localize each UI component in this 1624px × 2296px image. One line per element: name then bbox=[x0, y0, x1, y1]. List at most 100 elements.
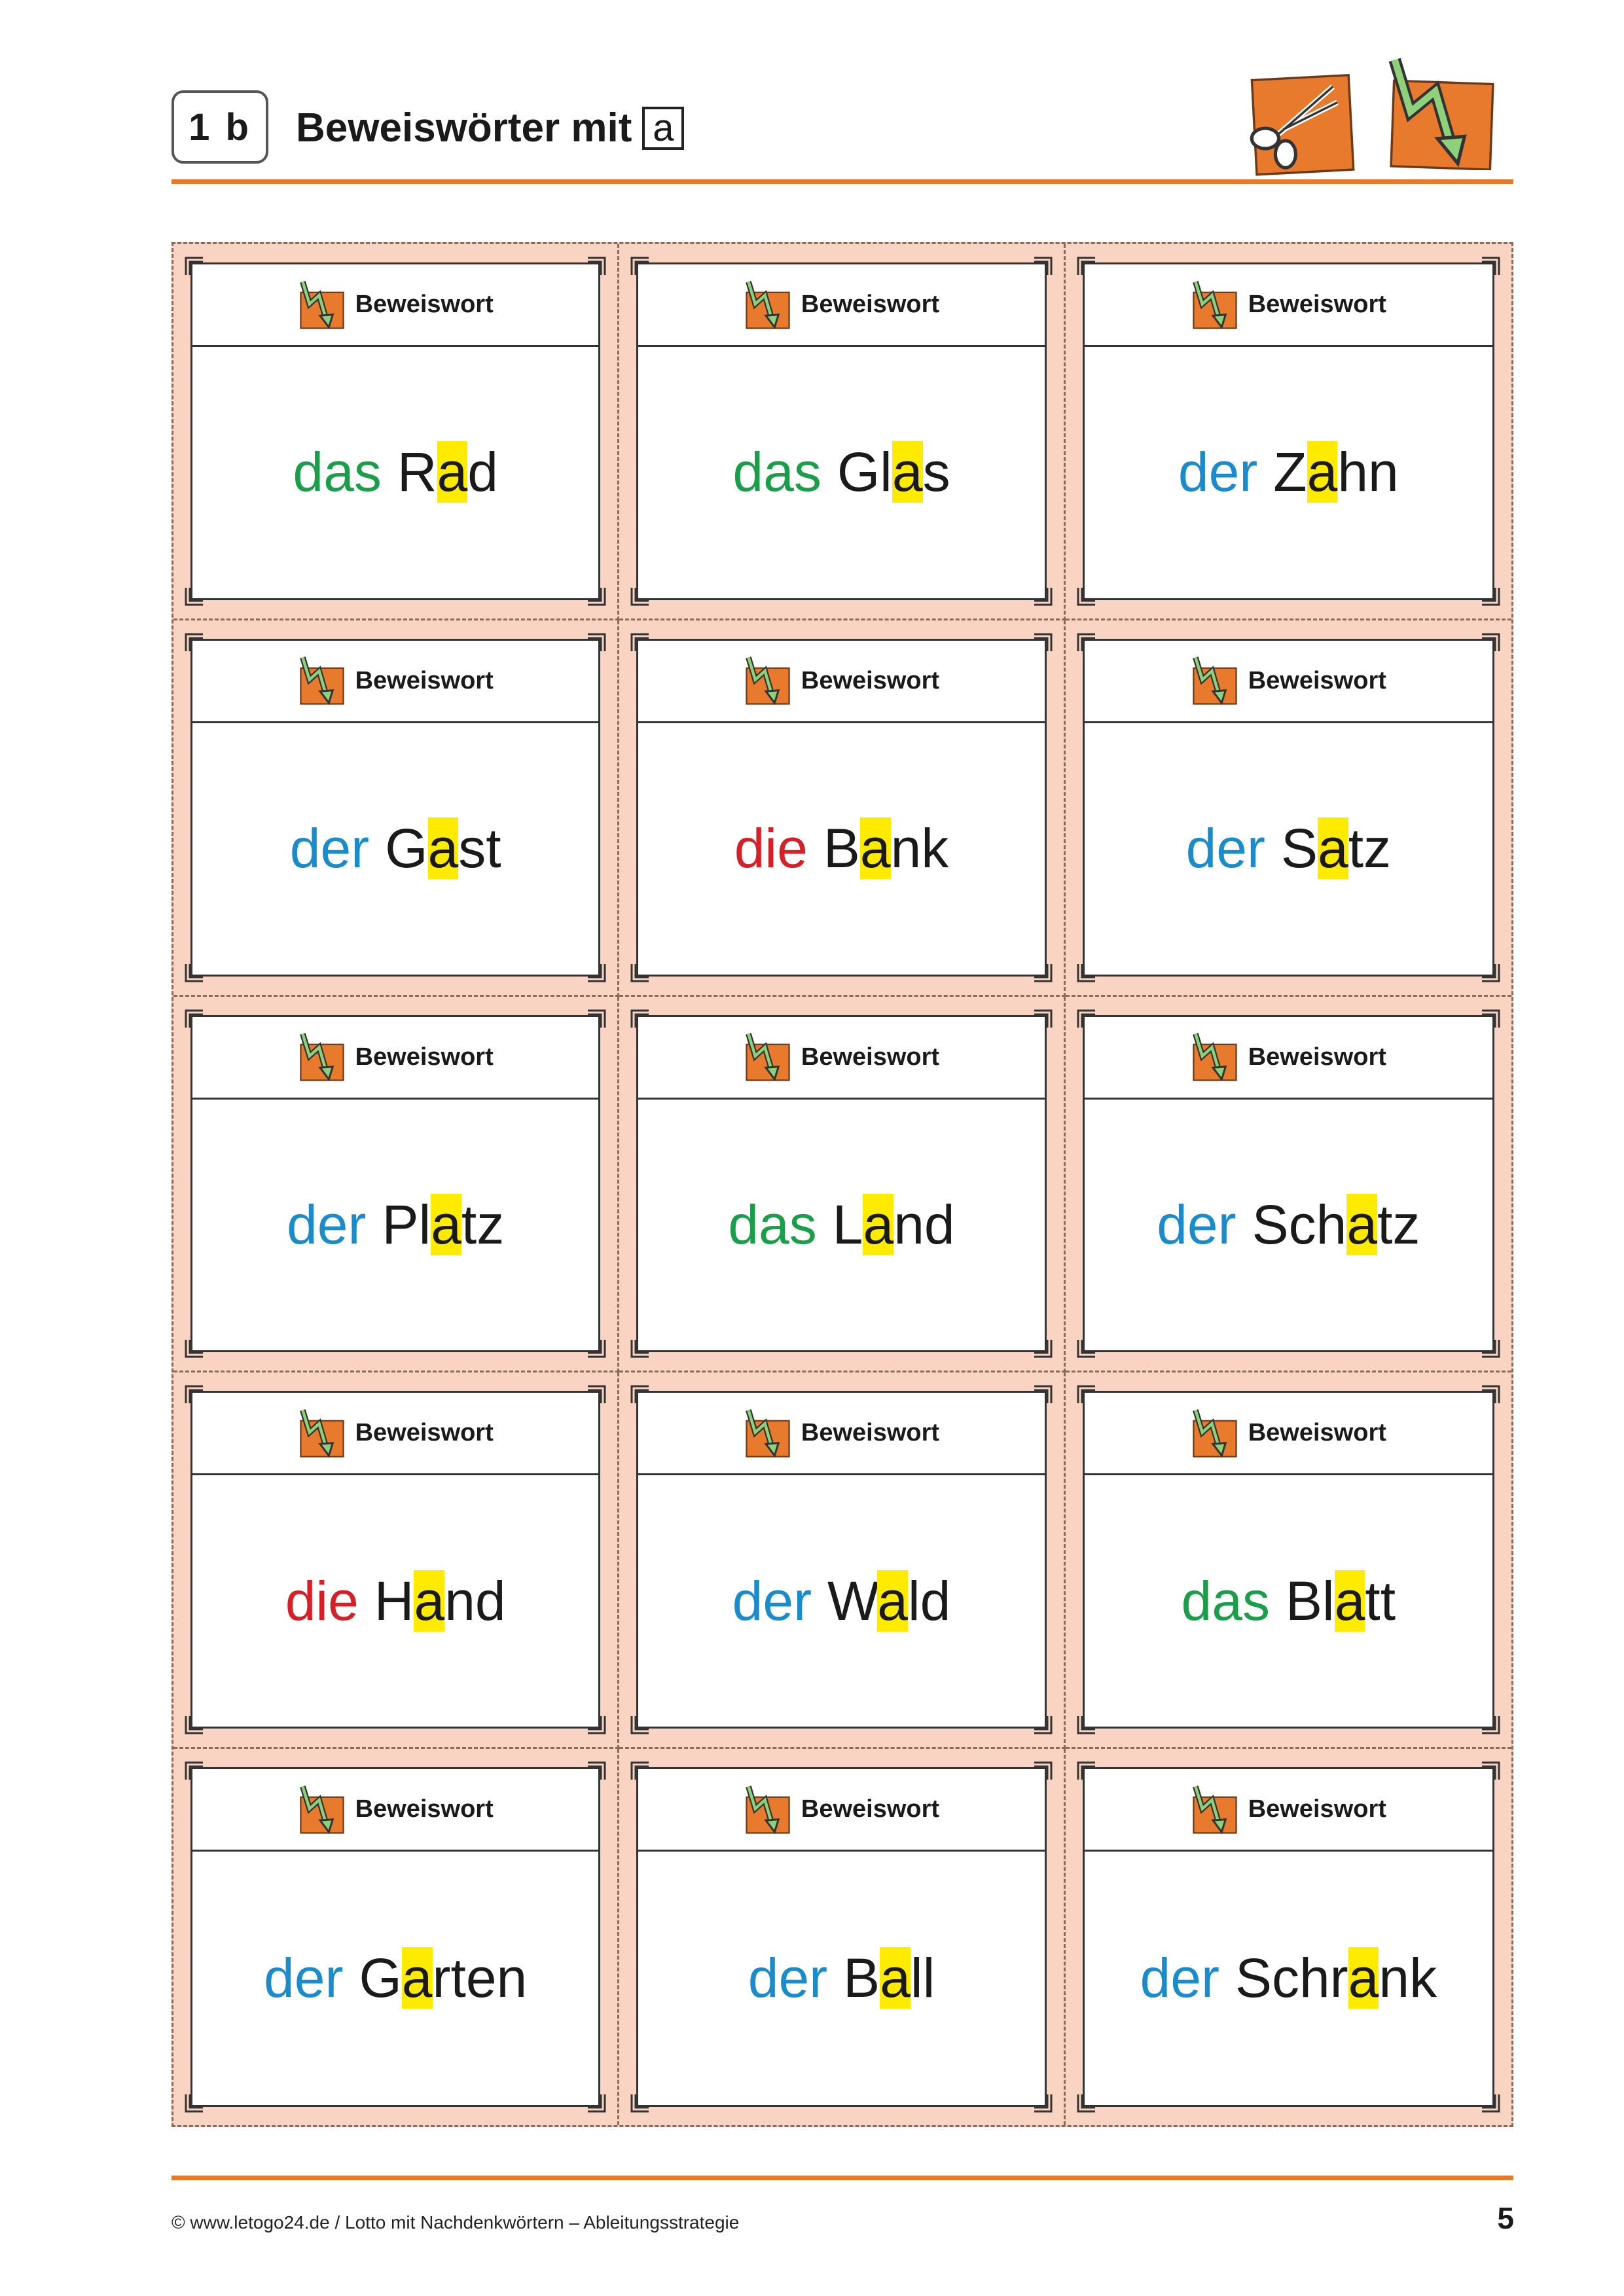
corner-ornament-icon bbox=[630, 1716, 649, 1734]
page-title-text: Beweiswörter mit bbox=[296, 105, 632, 151]
corner-ornament-icon bbox=[588, 1340, 606, 1358]
page-title: Beweiswörter mit a bbox=[296, 102, 685, 154]
word-prefix: W bbox=[827, 1570, 878, 1632]
lightning-arrow-icon bbox=[299, 656, 344, 706]
word-card[interactable]: Beweiswort das Rad bbox=[185, 257, 606, 606]
card-header: Beweiswort bbox=[1084, 641, 1492, 723]
article-text: das bbox=[293, 441, 382, 503]
word-suffix: tt bbox=[1365, 1570, 1396, 1632]
article-text: das bbox=[728, 1193, 817, 1255]
card-cell: Beweiswort der Gast bbox=[173, 620, 620, 997]
card-cell: Beweiswort die Hand bbox=[173, 1372, 620, 1749]
word-card[interactable]: Beweiswort der Gast bbox=[185, 633, 606, 982]
corner-ornament-icon bbox=[630, 587, 649, 606]
corner-ornament-icon bbox=[1481, 633, 1500, 651]
word-suffix: ld bbox=[907, 1570, 951, 1632]
card-header: Beweiswort bbox=[638, 1017, 1045, 1100]
card-header: Beweiswort bbox=[192, 641, 599, 723]
corner-ornament-icon bbox=[1077, 1009, 1095, 1028]
highlighted-vowel: a bbox=[892, 441, 923, 503]
card-word: das Land bbox=[638, 1100, 1044, 1351]
lightning-arrow-icon bbox=[1192, 280, 1237, 329]
lightning-arrow-icon bbox=[746, 1785, 790, 1834]
corner-ornament-icon bbox=[1077, 257, 1095, 275]
corner-ornament-icon bbox=[630, 1761, 649, 1780]
word-card[interactable]: Beweiswort das Land bbox=[630, 1009, 1053, 1358]
word-text: Ball bbox=[843, 1946, 935, 2010]
corner-ornament-icon bbox=[630, 1009, 649, 1028]
word-card[interactable]: Beweiswort das Blatt bbox=[1077, 1385, 1500, 1734]
corner-ornament-icon bbox=[185, 587, 203, 606]
card-word: die Hand bbox=[192, 1475, 598, 1727]
card-word: das Glas bbox=[638, 347, 1044, 598]
corner-ornament-icon bbox=[1077, 1716, 1095, 1734]
word-text: Bank bbox=[823, 817, 948, 880]
word-text: Satz bbox=[1281, 817, 1391, 880]
corner-ornament-icon bbox=[1034, 1385, 1053, 1404]
word-card[interactable]: Beweiswort der Wald bbox=[630, 1385, 1053, 1734]
highlighted-vowel: a bbox=[427, 817, 459, 880]
article-text: der bbox=[1185, 817, 1265, 880]
word-card[interactable]: Beweiswort der Schrank bbox=[1077, 1761, 1500, 2113]
page-header: 1 b Beweiswörter mit a bbox=[171, 58, 1513, 182]
word-prefix: Pl bbox=[382, 1193, 431, 1255]
word-card[interactable]: Beweiswort der Satz bbox=[1077, 633, 1500, 982]
card-word: der Gast bbox=[192, 723, 598, 975]
header-divider bbox=[171, 179, 1513, 184]
corner-ornament-icon bbox=[630, 963, 649, 982]
word-card[interactable]: Beweiswort der Garten bbox=[185, 1761, 606, 2113]
highlighted-vowel: a bbox=[859, 817, 891, 880]
word-text: Blatt bbox=[1286, 1570, 1396, 1633]
word-card[interactable]: Beweiswort der Schatz bbox=[1077, 1009, 1500, 1358]
corner-ornament-icon bbox=[1077, 1385, 1095, 1404]
corner-ornament-icon bbox=[630, 1385, 649, 1404]
highlighted-vowel: a bbox=[863, 1193, 894, 1255]
word-suffix: nd bbox=[893, 1193, 955, 1255]
corner-ornament-icon bbox=[630, 2094, 649, 2113]
corner-ornament-icon bbox=[1034, 2094, 1053, 2113]
corner-ornament-icon bbox=[588, 2094, 606, 2113]
word-card[interactable]: Beweiswort der Platz bbox=[185, 1009, 606, 1358]
word-suffix: hn bbox=[1337, 441, 1399, 503]
card-cell: Beweiswort der Ball bbox=[619, 1749, 1066, 2125]
word-card[interactable]: Beweiswort die Hand bbox=[185, 1385, 606, 1734]
word-card[interactable]: Beweiswort der Zahn bbox=[1077, 257, 1500, 606]
word-card[interactable]: Beweiswort das Glas bbox=[630, 257, 1053, 606]
card-cell: Beweiswort der Satz bbox=[1065, 620, 1511, 997]
corner-ornament-icon bbox=[588, 257, 606, 275]
corner-ornament-icon bbox=[185, 1009, 203, 1028]
card-header: Beweiswort bbox=[192, 1017, 599, 1100]
corner-ornament-icon bbox=[1077, 2094, 1095, 2113]
corner-ornament-icon bbox=[1481, 2094, 1500, 2113]
card-cell: Beweiswort der Schrank bbox=[1066, 1749, 1511, 2125]
corner-ornament-icon bbox=[1034, 1009, 1053, 1028]
card-word: der Zahn bbox=[1085, 347, 1492, 598]
corner-ornament-icon bbox=[1077, 963, 1095, 982]
lightning-arrow-icon bbox=[299, 1409, 344, 1458]
card-word: das Blatt bbox=[1085, 1475, 1492, 1727]
word-text: Wald bbox=[827, 1570, 950, 1633]
card-cell: Beweiswort der Schatz bbox=[1065, 997, 1511, 1373]
corner-ornament-icon bbox=[1481, 1009, 1500, 1028]
corner-ornament-icon bbox=[1077, 587, 1095, 606]
word-card[interactable]: Beweiswort der Ball bbox=[630, 1761, 1053, 2113]
card-word: der Satz bbox=[1085, 723, 1492, 975]
corner-ornament-icon bbox=[185, 257, 203, 275]
word-prefix: H bbox=[374, 1570, 414, 1632]
corner-ornament-icon bbox=[1077, 1761, 1095, 1780]
card-cell: Beweiswort das Glas bbox=[619, 244, 1066, 620]
card-header: Beweiswort bbox=[192, 1393, 599, 1476]
lightning-arrow-icon bbox=[1388, 58, 1494, 170]
corner-ornament-icon bbox=[1481, 257, 1500, 275]
lightning-arrow-icon bbox=[746, 1033, 790, 1082]
corner-ornament-icon bbox=[588, 1716, 606, 1734]
highlighted-vowel: a bbox=[431, 1193, 461, 1255]
lightning-arrow-icon bbox=[746, 656, 790, 706]
corner-ornament-icon bbox=[588, 963, 606, 982]
word-prefix: B bbox=[843, 1947, 880, 2009]
word-card[interactable]: Beweiswort die Bank bbox=[630, 633, 1053, 982]
word-text: Platz bbox=[382, 1193, 504, 1257]
lightning-arrow-icon bbox=[746, 1409, 790, 1458]
card-cell: Beweiswort das Blatt bbox=[1065, 1372, 1511, 1749]
corner-ornament-icon bbox=[630, 1340, 649, 1358]
